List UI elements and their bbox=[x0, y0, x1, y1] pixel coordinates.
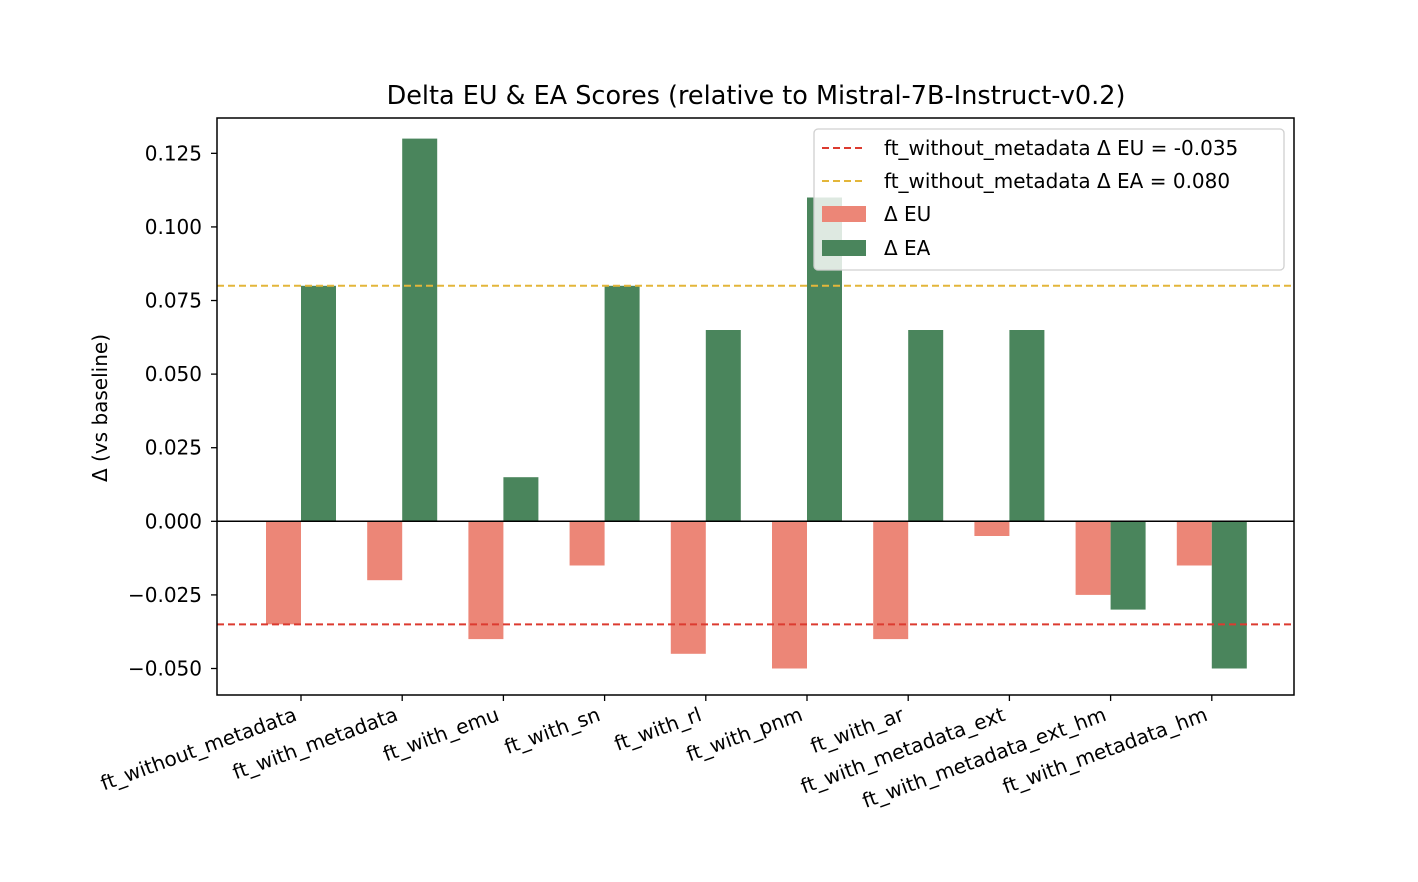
y-tick-label: 0.025 bbox=[145, 436, 202, 460]
bar-delta-eu bbox=[772, 521, 807, 669]
bar-delta-ea bbox=[908, 330, 944, 522]
y-axis-label: Δ (vs baseline) bbox=[88, 334, 112, 482]
x-tick-label: ft_with_emu bbox=[380, 702, 502, 766]
y-tick-label: −0.025 bbox=[128, 583, 202, 607]
bar-delta-ea bbox=[705, 330, 741, 522]
bar-delta-eu bbox=[266, 521, 301, 625]
chart-title: Delta EU & EA Scores (relative to Mistra… bbox=[387, 81, 1126, 111]
bar-delta-eu bbox=[974, 521, 1010, 536]
bar-delta-eu bbox=[468, 521, 504, 640]
bar-delta-eu bbox=[670, 521, 706, 654]
bar-delta-eu bbox=[367, 521, 403, 581]
reference-lines-layer bbox=[217, 284, 1294, 626]
y-tick-label: 0.050 bbox=[145, 362, 202, 386]
bar-delta-eu bbox=[1075, 521, 1111, 595]
y-tick-label: 0.100 bbox=[145, 215, 202, 239]
bar-delta-ea bbox=[1110, 521, 1146, 610]
bar-delta-ea bbox=[1211, 521, 1247, 669]
y-tick-label: −0.050 bbox=[128, 657, 202, 681]
legend-label: ft_without_metadata Δ EA = 0.080 bbox=[884, 169, 1230, 193]
bar-delta-ea bbox=[1009, 330, 1045, 522]
bar-delta-ea bbox=[604, 285, 640, 522]
plot-frame bbox=[216, 117, 1295, 696]
x-tick-label: ft_with_pnm bbox=[683, 702, 806, 766]
bar-delta-eu bbox=[1176, 521, 1212, 566]
bar-delta-ea bbox=[402, 138, 438, 522]
bar-delta-eu bbox=[569, 521, 605, 566]
legend-label: ft_without_metadata Δ EU = -0.035 bbox=[884, 136, 1238, 160]
legend-label: Δ EU bbox=[884, 202, 931, 226]
legend-swatch-delta-eu bbox=[822, 206, 866, 222]
y-tick-label: 0.075 bbox=[145, 289, 202, 313]
legend-label: Δ EA bbox=[884, 236, 931, 260]
bar-delta-eu bbox=[873, 521, 909, 640]
legend-frame bbox=[813, 128, 1285, 271]
bar-delta-ea bbox=[503, 477, 539, 522]
bar-delta-ea bbox=[301, 285, 336, 522]
y-tick-label: 0.125 bbox=[145, 141, 202, 165]
legend-swatch-delta-ea bbox=[822, 240, 866, 256]
y-tick-label: 0.000 bbox=[145, 509, 202, 533]
legend: ft_without_metadata Δ EU = -0.035 ft_with… bbox=[813, 128, 1285, 271]
x-tick-label: ft_with_sn bbox=[501, 702, 603, 759]
